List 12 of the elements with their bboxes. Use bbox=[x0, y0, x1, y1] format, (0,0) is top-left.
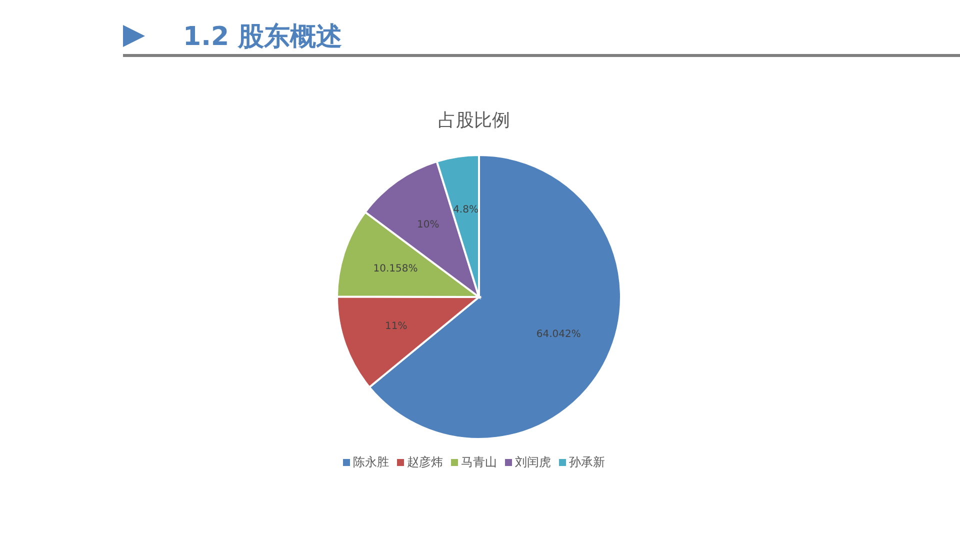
data-label: 10% bbox=[417, 220, 440, 231]
data-label: 64.042% bbox=[536, 329, 581, 340]
chart-title: 1.2 股东概述 bbox=[183, 20, 342, 54]
legend-label: 刘闰虎 bbox=[514, 454, 551, 471]
legend-label: 赵彦炜 bbox=[406, 454, 443, 471]
data-label: 10.158% bbox=[373, 264, 418, 275]
chart-subtitle: 占股比例 bbox=[437, 109, 511, 132]
legend-label: 孙承新 bbox=[568, 454, 605, 471]
data-label: 4.8% bbox=[453, 204, 478, 216]
legend-label: 马青山 bbox=[460, 454, 497, 471]
data-label: 11% bbox=[384, 321, 408, 332]
legend-label: 陈永胜 bbox=[352, 454, 389, 471]
